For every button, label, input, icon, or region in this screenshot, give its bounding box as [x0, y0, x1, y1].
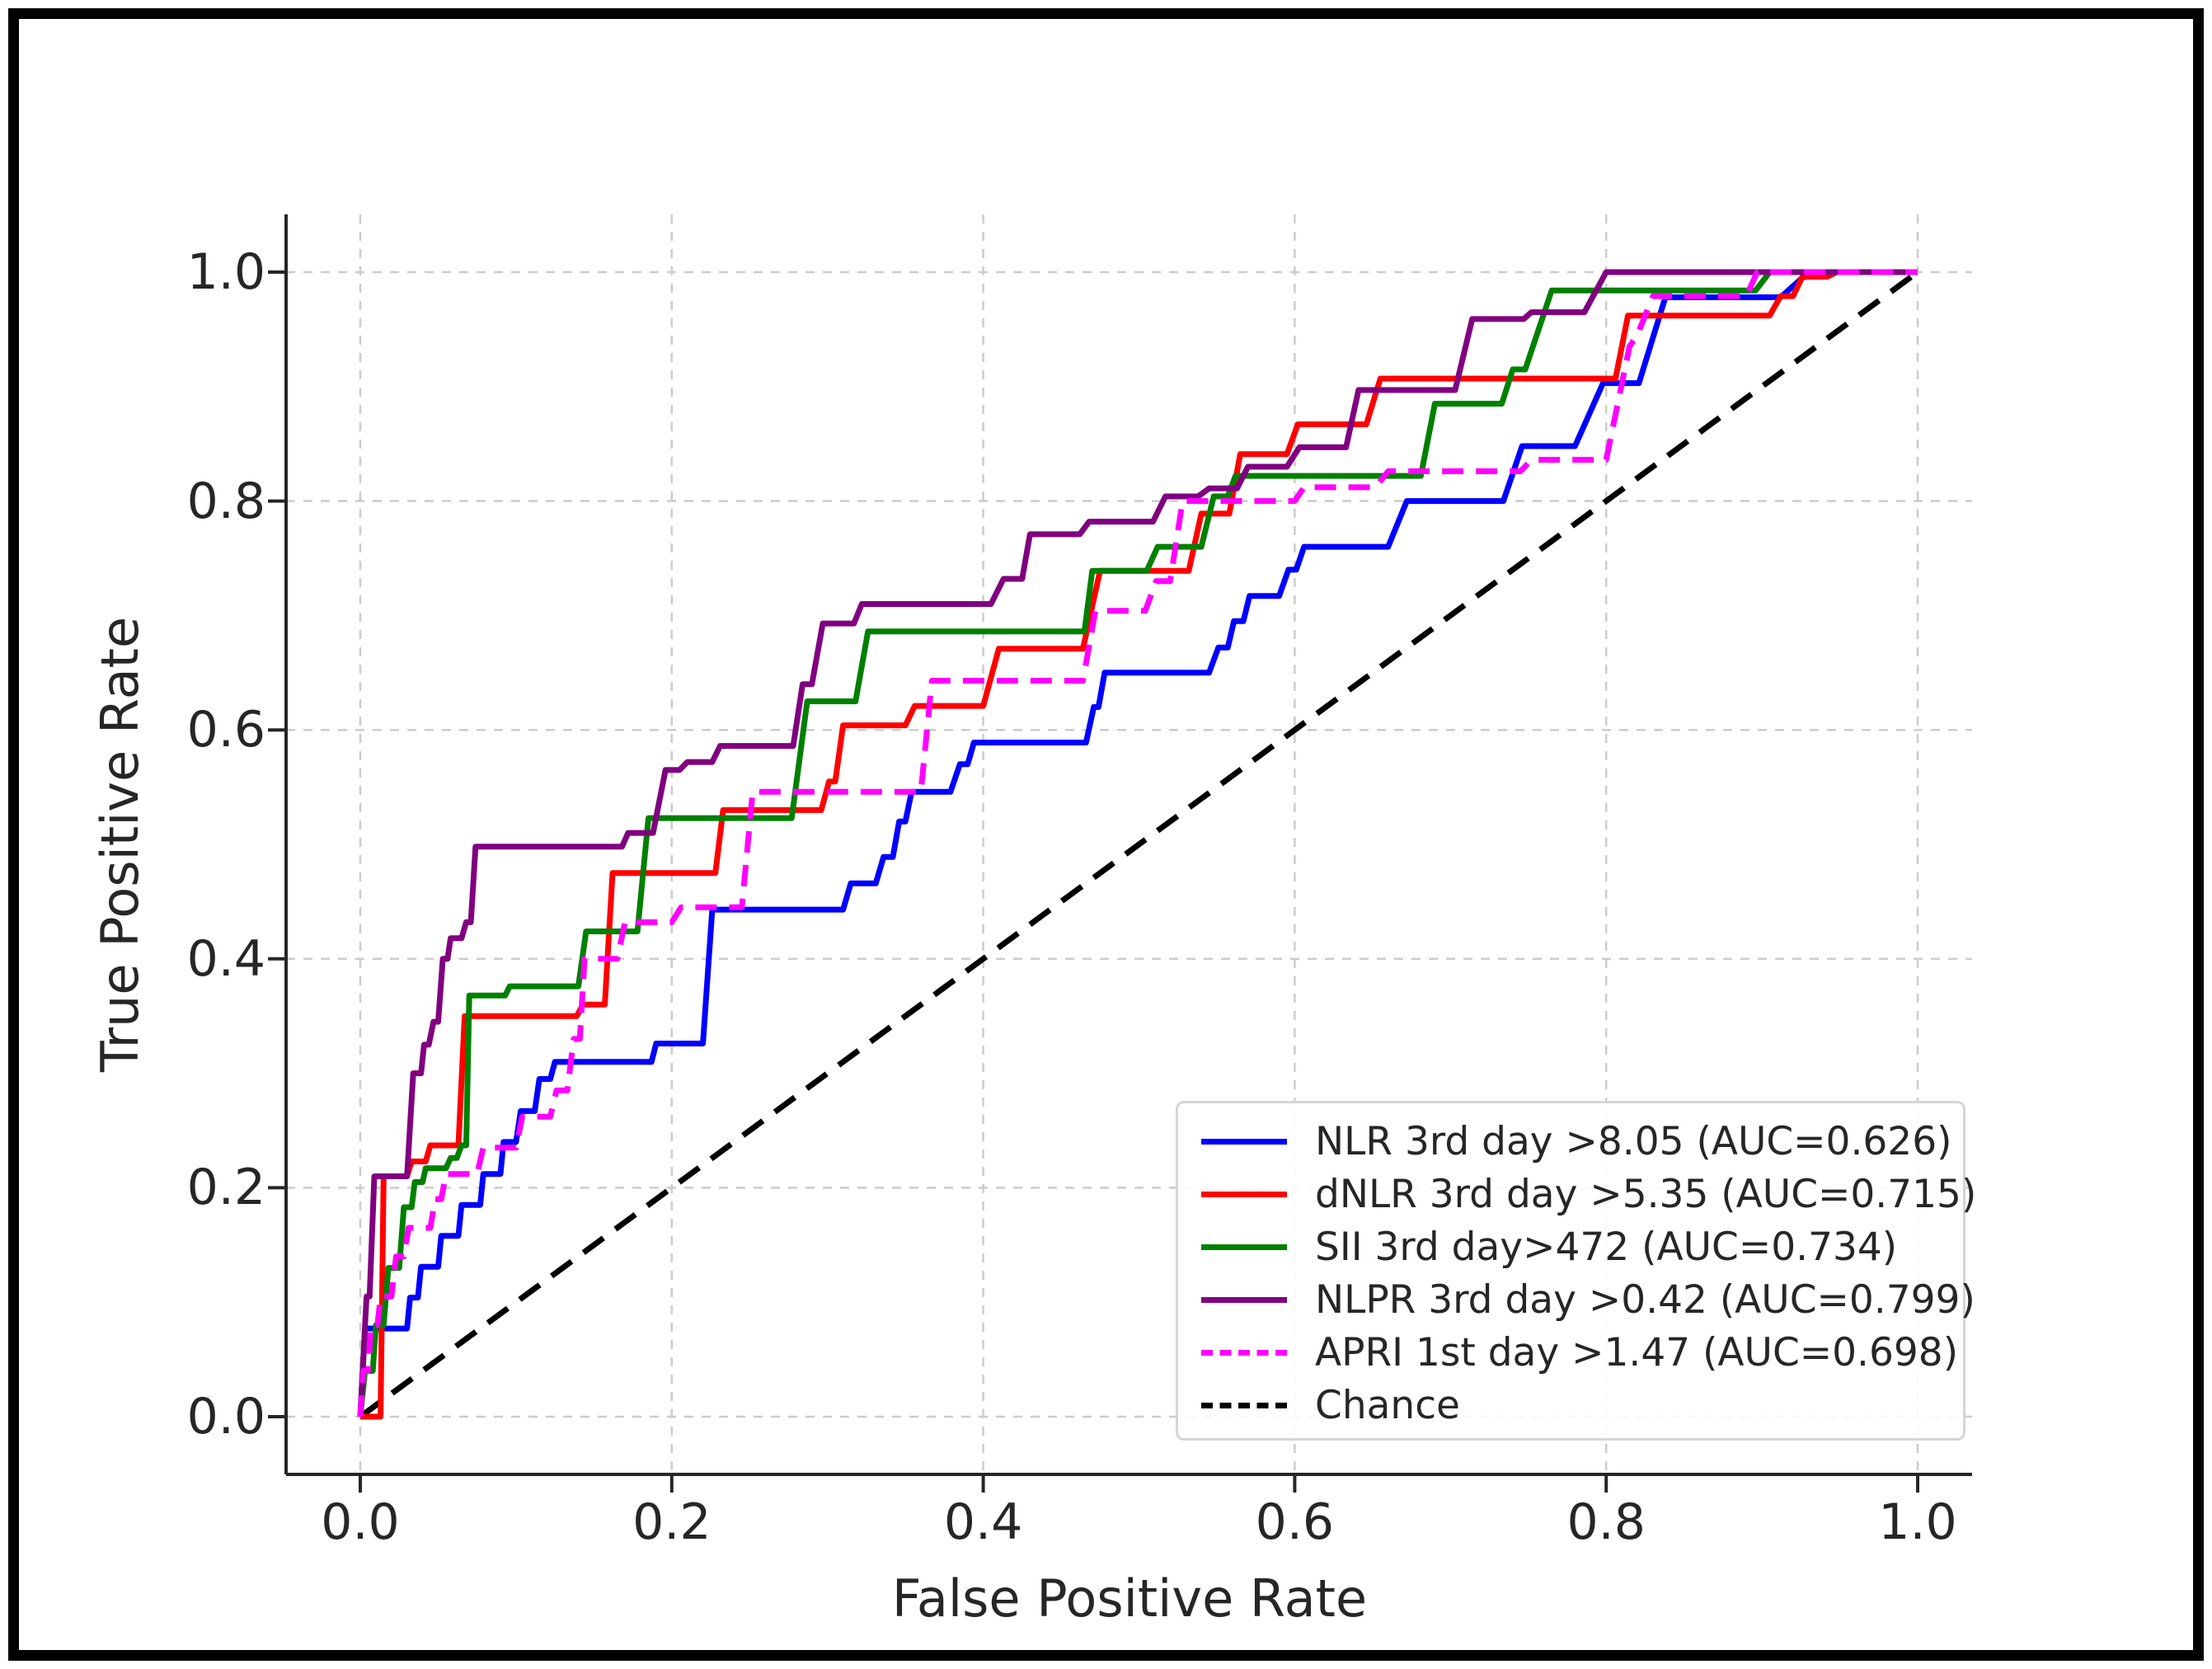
dnlr-line-icon [1201, 1191, 1287, 1197]
legend-row-apri: APRI 1st day >1.47 (AUC=0.698) [1201, 1326, 1963, 1379]
x-tick-label-0.0: 0.0 [321, 1493, 400, 1551]
legend-row-chance: Chance [1201, 1379, 1963, 1432]
x-tick-label-0.8: 0.8 [1566, 1493, 1646, 1551]
legend-label-nlpr: NLPR 3rd day >0.42 (AUC=0.799) [1315, 1276, 1975, 1323]
legend-row-nlr: NLR 3rd day >8.05 (AUC=0.626) [1201, 1115, 1963, 1168]
roc-curve-chance [358, 270, 1920, 1419]
x-axis-label: False Positive Rate [891, 1568, 1368, 1629]
legend-label-sii: SII 3rd day>472 (AUC=0.734) [1315, 1224, 1898, 1270]
y-tick-label-0.8: 0.8 [186, 472, 265, 530]
nlr-line-icon [1201, 1138, 1287, 1145]
y-axis-label: True Positive Rate [90, 616, 150, 1073]
legend-label-dnlr: dNLR 3rd day >5.35 (AUC=0.715) [1315, 1171, 1977, 1217]
roc-curve-dnlr [360, 269, 1918, 1420]
legend-label-nlr: NLR 3rd day >8.05 (AUC=0.626) [1315, 1118, 1952, 1164]
x-tick-label-0.6: 0.6 [1255, 1493, 1335, 1551]
legend-label-apri: APRI 1st day >1.47 (AUC=0.698) [1315, 1329, 1959, 1375]
legend-label-chance: Chance [1315, 1382, 1460, 1428]
figure-border [8, 8, 2204, 1661]
x-tick-label-0.2: 0.2 [632, 1493, 712, 1551]
apri-dashed-line-icon [1201, 1349, 1287, 1356]
y-tick-label-1.0: 1.0 [186, 243, 265, 301]
y-tick-label-0.6: 0.6 [186, 701, 265, 759]
roc-curve-apri [357, 269, 1918, 1417]
sii-line-icon [1201, 1244, 1287, 1250]
roc-curve-sii [357, 269, 1918, 1417]
legend-row-sii: SII 3rd day>472 (AUC=0.734) [1201, 1220, 1963, 1273]
roc-curve-nlr [357, 269, 1918, 1417]
nlpr-line-icon [1201, 1296, 1287, 1303]
x-tick-label-0.4: 0.4 [943, 1493, 1023, 1551]
roc-curve-nlpr [357, 269, 1918, 1417]
legend-row-nlpr: NLPR 3rd day >0.42 (AUC=0.799) [1201, 1273, 1975, 1326]
legend: NLR 3rd day >8.05 (AUC=0.626) dNLR 3rd d… [1176, 1101, 1976, 1441]
y-tick-label-0.0: 0.0 [186, 1388, 265, 1446]
legend-row-dnlr: dNLR 3rd day >5.35 (AUC=0.715) [1201, 1168, 1976, 1220]
x-tick-label-1.0: 1.0 [1878, 1493, 1957, 1551]
chance-dashed-line-icon [1201, 1402, 1287, 1408]
y-tick-label-0.4: 0.4 [186, 929, 265, 988]
y-tick-label-0.2: 0.2 [186, 1159, 265, 1217]
